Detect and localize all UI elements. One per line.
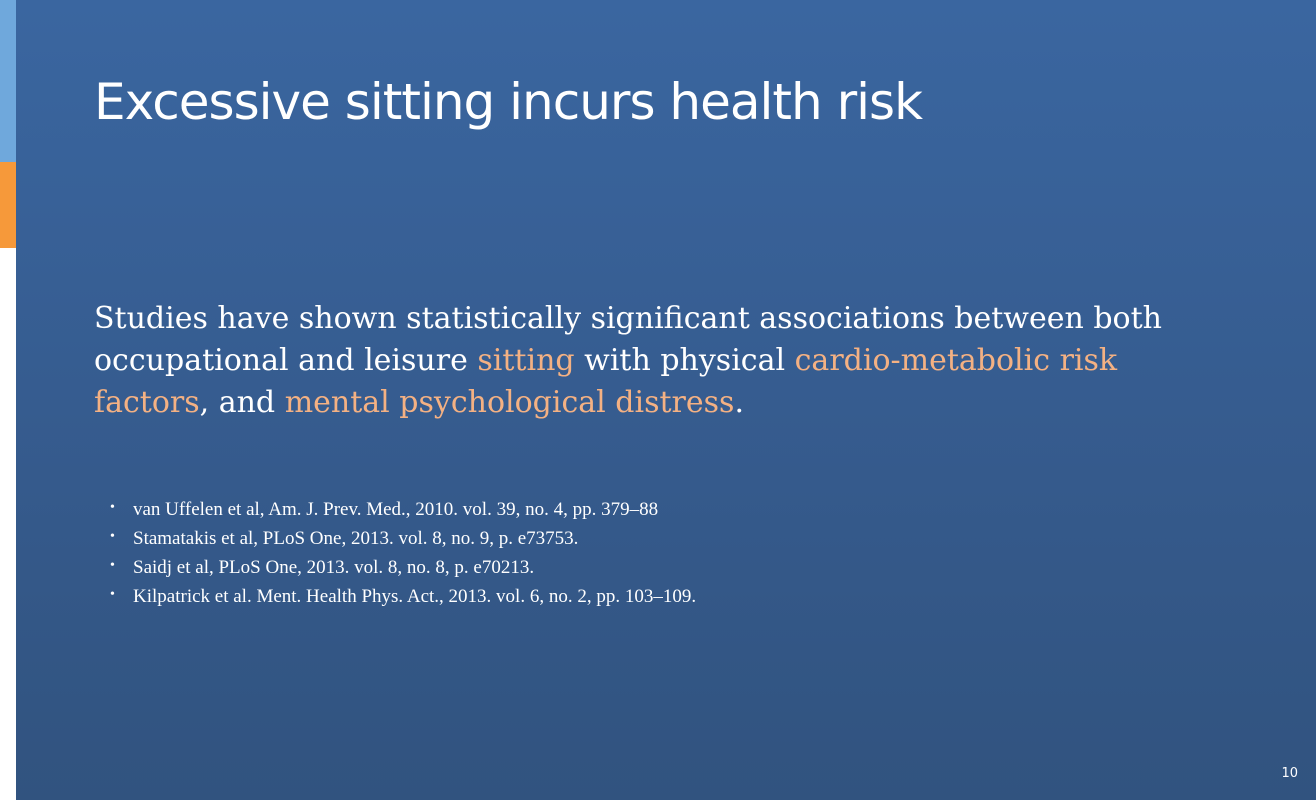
reference-list: • van Uffelen et al, Am. J. Prev. Med., … [110,495,696,611]
highlight-sitting: sitting [477,343,575,378]
bullet-icon: • [110,500,115,515]
reference-text: Kilpatrick et al. Ment. Health Phys. Act… [133,586,697,607]
statement-text: . [734,385,744,420]
statement-text: , and [199,385,285,420]
bullet-icon: • [110,587,115,602]
slide-title: Excessive sitting incurs health risk [94,73,923,131]
reference-text: Saidj et al, PLoS One, 2013. vol. 8, no.… [133,557,535,578]
statement-text: Studies have shown statistically signifi… [94,301,1162,378]
reference-text: van Uffelen et al, Am. J. Prev. Med., 20… [133,499,659,520]
main-statement: Studies have shown statistically signifi… [94,298,1224,424]
accent-bar-orange [0,162,16,248]
accent-bar-blue [0,0,16,162]
reference-item: • Saidj et al, PLoS One, 2013. vol. 8, n… [110,553,696,582]
bullet-icon: • [110,529,115,544]
page-number: 10 [1281,766,1298,781]
statement-text: with physical [574,343,795,378]
highlight-mental-distress: mental psychological distress [284,385,735,420]
slide-content: Excessive sitting incurs health risk Stu… [16,0,1316,800]
reference-text: Stamatakis et al, PLoS One, 2013. vol. 8… [133,528,579,549]
highlight-cardio-metabolic: cardio-metabolic risk factors [94,343,1118,420]
reference-item: • van Uffelen et al, Am. J. Prev. Med., … [110,495,696,524]
bullet-icon: • [110,558,115,573]
reference-item: • Stamatakis et al, PLoS One, 2013. vol.… [110,524,696,553]
reference-item: • Kilpatrick et al. Ment. Health Phys. A… [110,582,696,611]
